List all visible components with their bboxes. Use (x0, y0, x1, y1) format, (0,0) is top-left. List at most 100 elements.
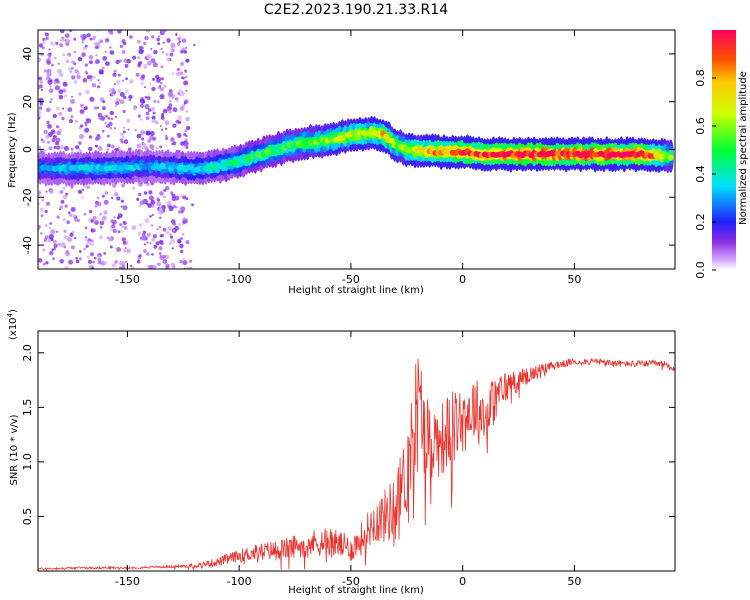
noise-speckle (92, 260, 95, 264)
noise-speckle (98, 235, 103, 240)
noise-speckle (148, 195, 154, 201)
noise-speckle (86, 118, 89, 121)
noise-speckle (114, 127, 116, 130)
noise-speckle (59, 259, 64, 264)
noise-speckle (144, 35, 149, 41)
noise-speckle (41, 46, 45, 50)
noise-speckle (92, 75, 96, 79)
noise-speckle (48, 88, 54, 94)
noise-speckle (92, 229, 96, 233)
noise-speckle (184, 129, 188, 133)
noise-speckle (125, 77, 128, 81)
noise-speckle (132, 55, 137, 60)
noise-speckle (124, 246, 127, 250)
noise-speckle (86, 185, 90, 189)
noise-speckle (131, 266, 135, 269)
noise-speckle (60, 242, 66, 248)
noise-speckle (151, 115, 156, 120)
noise-speckle (65, 192, 68, 196)
noise-speckle (147, 139, 152, 143)
noise-speckle (115, 101, 120, 106)
noise-speckle (177, 92, 180, 95)
noise-speckle (70, 147, 74, 151)
noise-speckle (184, 46, 188, 49)
noise-speckle (158, 225, 162, 229)
noise-speckle (84, 44, 88, 48)
noise-speckle (76, 74, 81, 80)
noise-speckle (162, 259, 168, 264)
noise-speckle (140, 130, 146, 136)
noise-speckle (121, 237, 127, 242)
noise-speckle (62, 194, 68, 200)
noise-speckle (80, 34, 85, 39)
noise-speckle (62, 186, 66, 190)
noise-speckle (114, 260, 118, 264)
noise-speckle (164, 120, 170, 126)
noise-speckle (83, 212, 87, 216)
noise-speckle (146, 96, 151, 100)
noise-speckle (151, 204, 155, 208)
figure-title: C2E2.2023.190.21.33.R14 (264, 2, 448, 18)
noise-speckle (165, 137, 169, 141)
snr-panel: -150 -100 -50 0 50 0.5 1.0 1.5 2.0 Height of st… (6, 309, 676, 596)
noise-speckle (94, 144, 98, 148)
noise-speckle (67, 237, 73, 242)
noise-speckle (65, 250, 70, 254)
colorbar: 0.0 0.2 0.4 0.6 0.8 Normalized spectral ampl… (694, 30, 749, 279)
noise-speckle (124, 63, 129, 68)
noise-speckle (159, 216, 162, 219)
noise-speckle (103, 252, 107, 255)
noise-speckle (182, 217, 186, 221)
noise-speckle (151, 213, 154, 216)
noise-speckle (156, 228, 159, 231)
x-tick-label: -100 (227, 575, 252, 588)
noise-speckle (57, 62, 60, 65)
noise-speckle (97, 196, 100, 199)
noise-speckle (146, 265, 150, 268)
noise-speckle (43, 238, 48, 242)
noise-speckle (176, 67, 181, 72)
noise-speckle (159, 191, 164, 196)
noise-speckle (141, 144, 147, 150)
noise-speckle (115, 59, 120, 65)
noise-speckle (77, 56, 83, 62)
noise-speckle (123, 226, 128, 230)
noise-speckle (102, 56, 108, 61)
noise-speckle (77, 219, 81, 222)
noise-speckle (168, 242, 171, 245)
noise-speckle (124, 89, 129, 94)
noise-speckle (162, 108, 168, 114)
noise-speckle (55, 141, 60, 146)
noise-speckle (140, 118, 143, 121)
spectrogram-y-label: Frequency (Hz) (7, 112, 18, 188)
noise-speckle (62, 218, 66, 221)
noise-speckle (75, 257, 78, 260)
noise-speckle (160, 77, 164, 81)
noise-speckle (180, 249, 184, 254)
y-tick-label: 1.5 (21, 399, 34, 417)
noise-speckle (146, 60, 152, 66)
noise-speckle (141, 237, 144, 240)
noise-speckle (150, 58, 156, 63)
noise-speckle (164, 127, 168, 130)
noise-speckle (111, 223, 116, 229)
noise-speckle (137, 114, 141, 118)
noise-speckle (166, 105, 172, 111)
noise-speckle (117, 230, 121, 233)
noise-speckle (172, 107, 178, 113)
colorbar-tick-label: 0.4 (694, 165, 707, 183)
noise-speckle (52, 239, 57, 244)
noise-speckle (180, 237, 183, 240)
noise-speckle (70, 70, 72, 73)
noise-speckle (180, 210, 184, 214)
noise-speckle (111, 196, 114, 199)
x-tick-label: 0 (459, 575, 466, 588)
noise-speckle (156, 201, 162, 207)
noise-speckle (63, 89, 67, 93)
noise-speckle (189, 266, 193, 269)
noise-speckle (101, 129, 105, 133)
noise-speckle (126, 58, 132, 64)
noise-speckle (150, 199, 156, 205)
noise-speckle (76, 71, 80, 75)
